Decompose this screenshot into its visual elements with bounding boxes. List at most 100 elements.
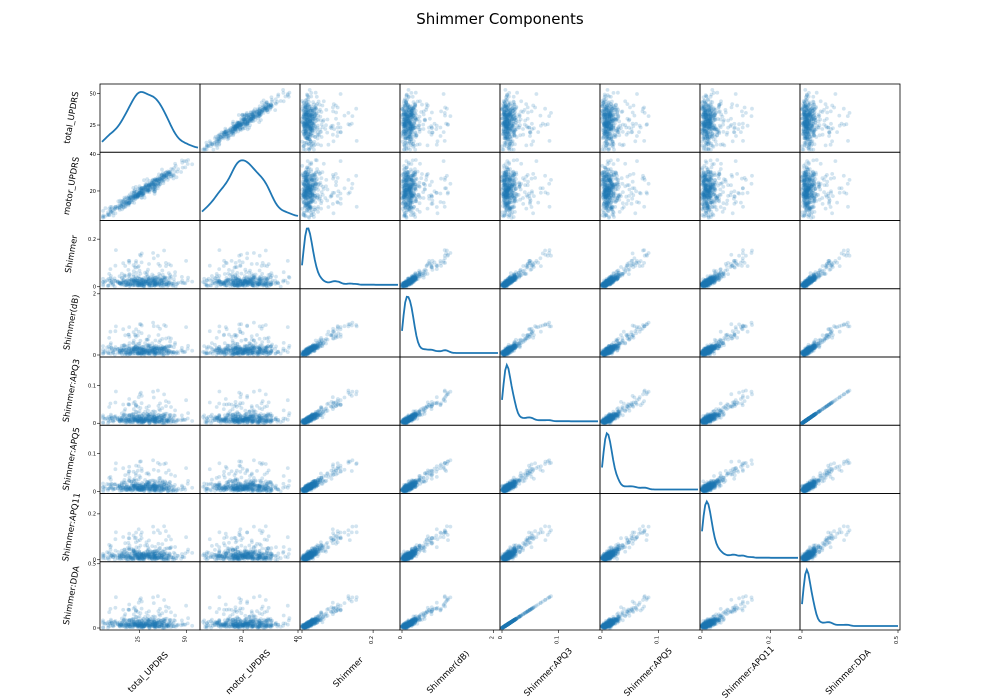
cell-total_UPDRS-vs-Shimmer(dB) xyxy=(399,83,501,153)
data-point xyxy=(241,117,246,122)
data-point xyxy=(811,94,816,99)
data-point xyxy=(313,134,317,139)
data-point xyxy=(256,114,261,119)
data-point xyxy=(347,123,352,127)
data-point xyxy=(251,114,256,119)
cell-motor_UPDRS-vs-Shimmer(dB) xyxy=(399,151,501,221)
data-point xyxy=(300,139,305,144)
data-point xyxy=(631,103,636,108)
data-point xyxy=(715,90,720,95)
data-point xyxy=(820,110,825,114)
data-point xyxy=(338,130,343,134)
data-point xyxy=(805,121,810,126)
data-point xyxy=(311,186,316,191)
data-point xyxy=(262,106,267,111)
data-point xyxy=(742,105,747,110)
data-point xyxy=(813,107,817,112)
data-point xyxy=(702,144,707,149)
data-point xyxy=(246,119,251,123)
data-point xyxy=(270,98,274,102)
data-point xyxy=(269,103,273,108)
data-point xyxy=(286,94,291,99)
data-point xyxy=(708,99,713,104)
data-point xyxy=(429,124,434,129)
data-point xyxy=(512,110,517,115)
data-point xyxy=(218,135,223,140)
data-point xyxy=(246,117,250,122)
data-point xyxy=(263,101,268,106)
data-point xyxy=(239,122,244,127)
data-point xyxy=(314,158,319,163)
data-point xyxy=(717,123,722,128)
data-point xyxy=(809,126,814,131)
data-point xyxy=(247,112,252,117)
data-point xyxy=(726,118,730,123)
data-point xyxy=(809,123,814,127)
data-point xyxy=(232,125,237,130)
data-point xyxy=(231,127,235,131)
data-point xyxy=(441,159,446,164)
data-point xyxy=(221,130,226,135)
data-point xyxy=(741,139,745,143)
data-point xyxy=(511,158,516,163)
data-point xyxy=(235,124,240,129)
data-point xyxy=(306,170,311,174)
data-point xyxy=(312,147,316,152)
data-point xyxy=(642,204,647,209)
data-point xyxy=(335,134,340,138)
data-point xyxy=(255,107,260,111)
data-point xyxy=(847,111,852,115)
data-point xyxy=(416,123,421,128)
data-point xyxy=(406,170,411,174)
data-point xyxy=(160,175,165,180)
cell-total_UPDRS-vs-Shimmer xyxy=(299,83,401,153)
data-point xyxy=(547,139,552,143)
data-point xyxy=(406,88,411,92)
data-point xyxy=(646,114,651,118)
data-point xyxy=(737,122,741,127)
data-point xyxy=(257,109,262,113)
data-point xyxy=(254,113,259,118)
data-point xyxy=(615,130,620,134)
data-point xyxy=(243,118,247,123)
data-point xyxy=(241,120,246,125)
data-point xyxy=(412,110,417,115)
data-point xyxy=(223,130,228,135)
data-point xyxy=(146,189,151,193)
data-point xyxy=(224,131,229,136)
data-point xyxy=(309,177,314,181)
data-point xyxy=(439,176,443,181)
data-point xyxy=(267,104,271,109)
data-point xyxy=(246,119,251,124)
data-point xyxy=(733,92,738,96)
data-point xyxy=(800,107,805,112)
data-point xyxy=(236,124,241,129)
data-point xyxy=(338,191,343,196)
data-point xyxy=(234,122,239,126)
data-point xyxy=(724,132,729,137)
data-point xyxy=(244,112,249,117)
data-point xyxy=(620,143,625,148)
data-point xyxy=(841,106,846,111)
data-point xyxy=(257,110,262,115)
data-point xyxy=(534,159,539,164)
data-point xyxy=(425,143,430,148)
data-point xyxy=(307,88,312,92)
data-point xyxy=(602,95,607,100)
data-point xyxy=(261,98,266,103)
data-point xyxy=(215,146,220,150)
data-point xyxy=(637,130,641,135)
data-point xyxy=(543,123,548,127)
data-point xyxy=(305,174,309,179)
data-point xyxy=(225,137,230,142)
data-point xyxy=(635,200,639,204)
data-point xyxy=(610,143,615,148)
data-point xyxy=(266,106,271,111)
data-point xyxy=(217,133,222,138)
data-point xyxy=(336,121,341,126)
data-point xyxy=(529,205,534,209)
data-point xyxy=(238,123,243,128)
data-point xyxy=(331,202,335,206)
data-point xyxy=(417,142,422,147)
data-point xyxy=(101,209,105,213)
